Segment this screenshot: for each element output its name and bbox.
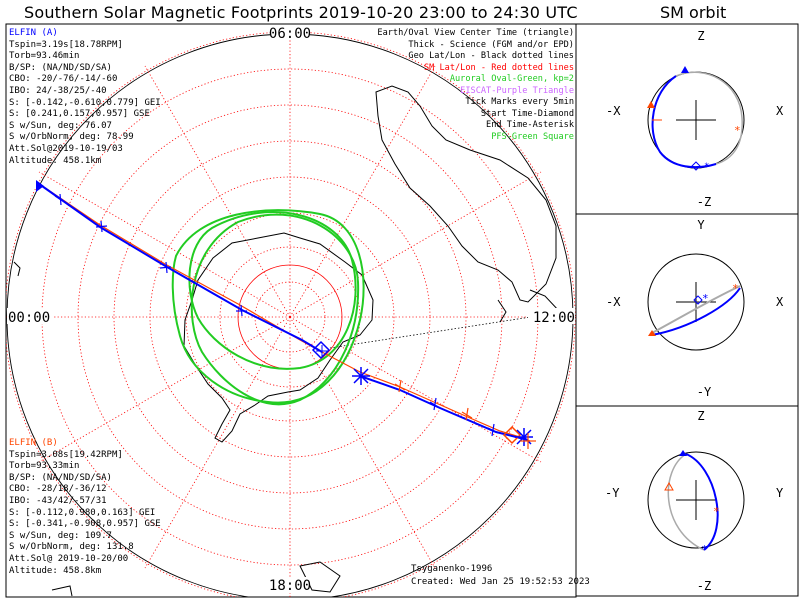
mlt-label-bottom: 18:00 bbox=[269, 578, 311, 594]
svg-text:*: * bbox=[713, 505, 720, 518]
elfin-a-start-diamond bbox=[311, 340, 331, 360]
svg-text:*: * bbox=[734, 124, 741, 137]
elfin-b-end-asterisk bbox=[520, 433, 536, 449]
legend-entry: SM Lat/Lon - Red dotted lines bbox=[423, 62, 574, 73]
elfin-a-line: S: [-0.142,-0.610,0.779] GEI bbox=[9, 97, 161, 108]
elfin-b-line: B/SP: (NA/ND/SD/SA) bbox=[9, 472, 112, 483]
sm-xz-right: X bbox=[776, 104, 784, 118]
elfin-b-track bbox=[37, 182, 531, 442]
mlt-label-top: 06:00 bbox=[269, 26, 311, 42]
model-credit: Tsyganenko-1996 bbox=[411, 564, 493, 574]
legend-entry: Tick Marks every 5min bbox=[465, 97, 574, 108]
elfin-a-line: S: [0.241,0.157,0.957] GSE bbox=[9, 109, 150, 120]
elfin-b-line: Tspin=3.08s[19.42RPM] bbox=[9, 449, 123, 460]
sm-yz-left: -Y bbox=[605, 486, 620, 500]
elfin-b-line: CBO: -28/18/-36/12 bbox=[9, 484, 107, 495]
sm-xz-left: -X bbox=[606, 104, 621, 118]
elfin-a-line: B/SP: (NA/ND/SD/SA) bbox=[9, 62, 112, 73]
elfin-a-line: S w/Sun, deg: 76.07 bbox=[9, 120, 112, 131]
mlt-label-right: 12:00 bbox=[533, 310, 575, 326]
legend-entry: End Time-Asterisk bbox=[486, 120, 574, 131]
elfin-a-line: Torb=93.46min bbox=[9, 51, 80, 62]
center-asterisk bbox=[316, 345, 328, 357]
elfin-b-line: S w/OrbNorm, deg: 131.8 bbox=[9, 542, 134, 553]
sm-xy-bottom: -Y bbox=[697, 385, 712, 399]
elfin-a-line: S w/OrbNorm, deg: 78.99 bbox=[9, 132, 134, 143]
elfin-b-line: IBO: -43/42/-57/31 bbox=[9, 495, 107, 506]
elfin-b-line: S: [-0.112,0.980,0.163] GEI bbox=[9, 507, 156, 518]
sm-yz-bottom: -Z bbox=[697, 579, 711, 593]
elfin-b-start-diamond bbox=[502, 425, 522, 445]
legend-entry: Thick - Science (FGM and/or EPD) bbox=[408, 39, 574, 50]
chart-title: Southern Solar Magnetic Footprints 2019-… bbox=[24, 3, 578, 22]
elfin-a-line: Altitude: 458.1km bbox=[9, 155, 102, 166]
elfin-a-start-triangle bbox=[36, 180, 44, 192]
sm-xy-left: -X bbox=[606, 295, 621, 309]
sm-panel-xz: * * bbox=[647, 66, 745, 172]
elfin-b-line: S: [-0.341,-0.908,0.957] GSE bbox=[9, 519, 161, 530]
elfin-b-line: Altitude: 458.8km bbox=[9, 565, 102, 576]
sm-xy-top: Y bbox=[697, 218, 705, 232]
elfin-b-line: Att.Sol@ 2019-10-20/00 bbox=[9, 553, 129, 564]
sm-meridians bbox=[6, 27, 576, 597]
svg-text:*: * bbox=[704, 162, 709, 172]
sm-xz-bottom: -Z bbox=[697, 195, 711, 209]
elfin-a-info: ELFIN (A) Tspin=3.19s[18.78RPM] Torb=93.… bbox=[9, 28, 161, 167]
track-tick-marks-b bbox=[394, 379, 473, 421]
elfin-a-name: ELFIN (A) bbox=[9, 28, 58, 38]
elfin-b-line: Torb=93.33min bbox=[9, 461, 80, 472]
legend-entry: Earth/Oval View Center Time (triangle) bbox=[377, 28, 574, 38]
legend-entry: Auroral Oval-Green, kp=2 bbox=[449, 74, 574, 85]
legend-entry: Start Time-Diamond bbox=[480, 108, 574, 119]
sm-xz-top: Z bbox=[697, 29, 704, 43]
legend-entry: PFS-Green Square bbox=[491, 131, 574, 142]
elfin-a-line: IBO: 24/-38/25/-40 bbox=[9, 85, 107, 96]
elfin-a-line: Att.Sol@2019-10-19/03 bbox=[9, 143, 123, 154]
created-timestamp: Created: Wed Jan 25 19:52:53 2023 bbox=[411, 577, 590, 587]
elfin-a-end-asterisk bbox=[352, 367, 533, 446]
sm-xy-right: X bbox=[776, 295, 784, 309]
elfin-b-line: S w/Sun, deg: 109.7 bbox=[9, 530, 112, 541]
legend-entry: EISCAT-Purple Triangle bbox=[460, 85, 574, 96]
legend: Earth/Oval View Center Time (triangle) T… bbox=[377, 28, 574, 143]
svg-text:*: * bbox=[701, 543, 708, 556]
elfin-b-name: ELFIN (B) bbox=[9, 438, 58, 448]
elfin-a-track bbox=[41, 185, 323, 353]
track-tick-marks bbox=[54, 193, 499, 437]
sm-orbit-title: SM orbit bbox=[660, 3, 727, 22]
sm-yz-top: Z bbox=[697, 409, 704, 423]
svg-text:*: * bbox=[702, 292, 709, 305]
sm-yz-right: Y bbox=[776, 486, 784, 500]
elfin-a-line: CBO: -20/-76/-14/-60 bbox=[9, 74, 118, 85]
sm-orbit-panels: * * * * * * bbox=[575, 23, 799, 597]
svg-text:*: * bbox=[732, 282, 739, 295]
auroral-ovals bbox=[171, 209, 365, 406]
mlt-label-left: 00:00 bbox=[8, 310, 50, 326]
elfin-b-info: ELFIN (B) Tspin=3.08s[19.42RPM] Torb=93.… bbox=[9, 438, 161, 577]
elfin-a-track-2 bbox=[359, 375, 529, 441]
legend-entry: Geo Lat/Lon - Black dotted lines bbox=[408, 51, 574, 62]
sm-panel-xy: * * bbox=[647, 253, 745, 351]
sm-panel-yz: * * bbox=[647, 450, 745, 556]
elfin-a-line: Tspin=3.19s[18.78RPM] bbox=[9, 39, 123, 50]
